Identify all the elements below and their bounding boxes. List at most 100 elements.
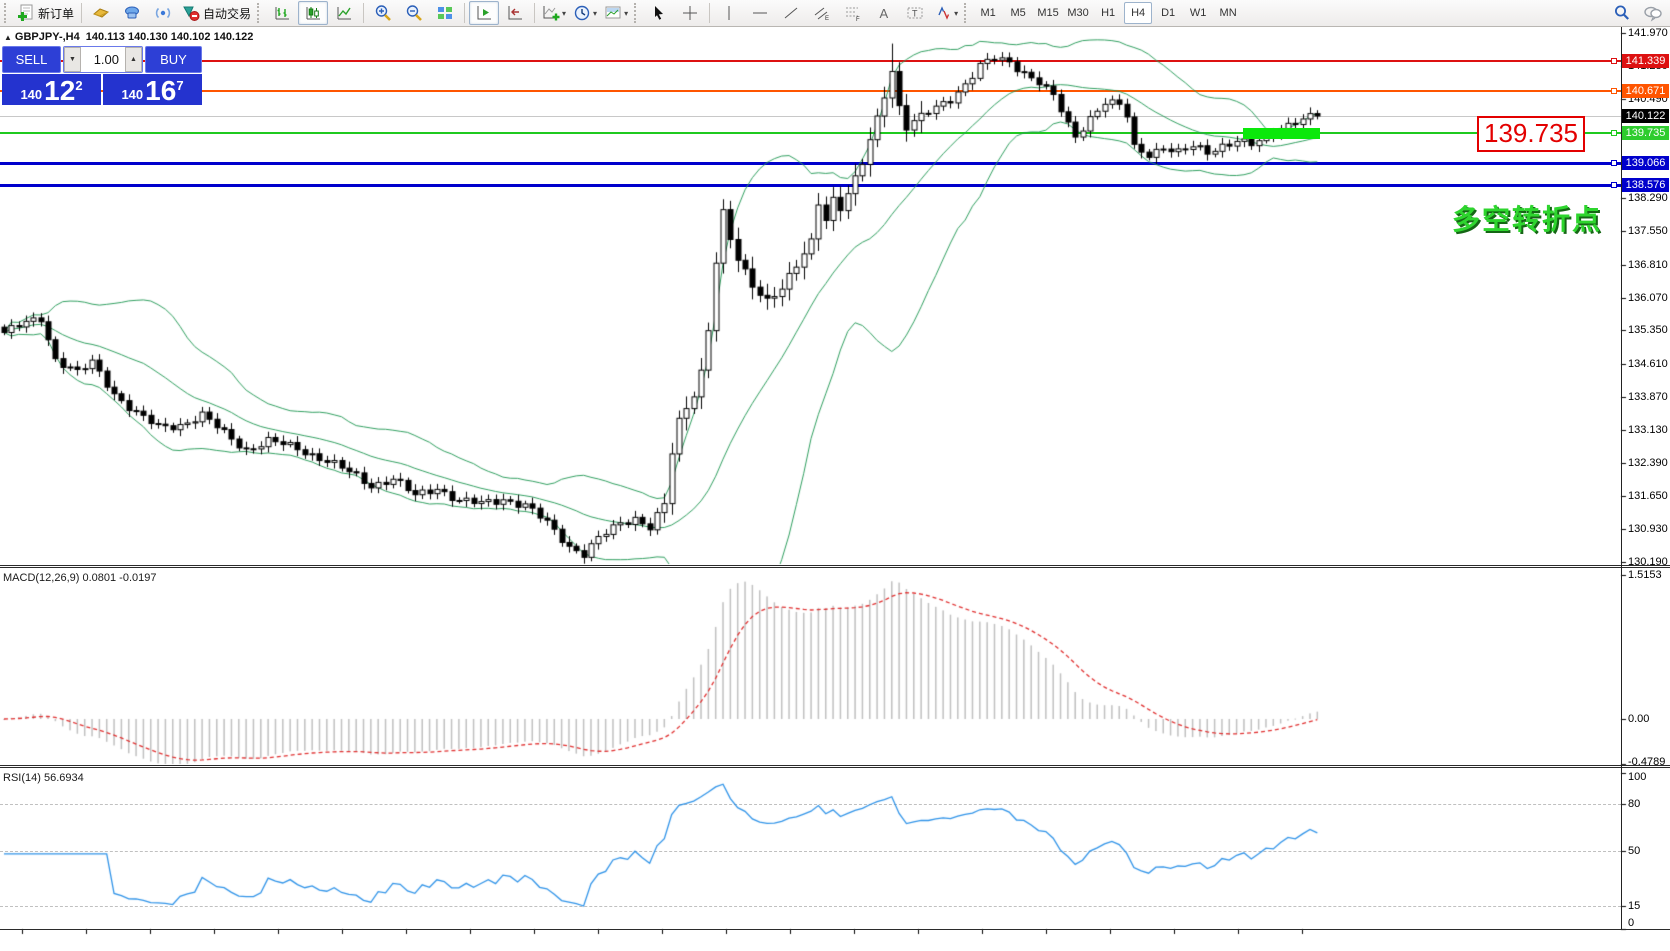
buy-button[interactable]: BUY [145,46,202,73]
candlestick-chart-icon [304,4,322,22]
rsi-tick-label: 80 [1628,797,1641,810]
rsi-tick-label: 50 [1628,844,1641,857]
timeframe-bar: M1 M5 M15 M30 H1 H4 D1 W1 MN [974,2,1242,24]
equidistant-channel-icon: E [813,4,831,22]
zoom-in-icon [374,4,392,22]
signals-button[interactable] [148,1,178,25]
indicators-button[interactable]: ▾ [539,1,569,25]
timeframe-D1[interactable]: D1 [1161,7,1176,19]
toolbar-grip[interactable] [964,3,971,23]
symbol-ohlc-readout: ▲ GBPJPY-,H4 140.113 140.130 140.102 140.1… [4,31,253,43]
search-icon [1613,4,1631,22]
macd-tick-label: 1.5153 [1628,569,1662,582]
auto-scroll-button[interactable] [469,1,500,25]
pane-separator[interactable] [0,929,1670,930]
price-tick-label: 131.650 [1628,490,1668,503]
periods-button[interactable]: ▾ [570,1,600,25]
crosshair-button[interactable] [675,1,705,25]
pane-separator[interactable] [0,567,1670,568]
timeframe-H4[interactable]: H4 [1124,2,1153,24]
volume-up-button[interactable]: ▲ [125,47,142,72]
bar-chart-icon [273,4,291,22]
timeframe-W1[interactable]: W1 [1189,7,1207,19]
buy-price-sup: 7 [176,78,184,93]
fibonacci-icon: F [844,4,862,22]
toolbar-grip[interactable] [257,3,264,23]
arrows-button[interactable]: ▾ [931,1,961,25]
price-tick-label: 136.070 [1628,291,1668,304]
symbol-name: GBPJPY-,H4 [14,31,80,43]
horizontal-line-icon [751,4,769,22]
chat-icon [1643,4,1663,22]
chart-shift-button[interactable] [500,1,530,25]
price-tag-139.735: 139.735 [1622,126,1669,141]
price-tag-141.339: 141.339 [1622,54,1669,69]
fibonacci-button[interactable]: F [838,1,868,25]
pane-separator[interactable] [0,765,1670,766]
chat-button[interactable] [1638,1,1668,25]
sell-price-display[interactable]: 140 12 2 [2,74,101,105]
toolbar-grip[interactable] [4,3,11,23]
sell-button[interactable]: SELL [2,46,61,73]
new-order-button[interactable]: 新订单 [14,1,77,25]
timeframe-H1[interactable]: H1 [1101,7,1116,19]
cursor-button[interactable] [644,1,674,25]
highlight-zone[interactable] [1243,127,1320,139]
price-tag-138.576: 138.576 [1622,178,1669,193]
timeframe-M15[interactable]: M15 [1037,7,1059,19]
auto-scroll-icon [475,4,493,22]
auto-trading-icon [182,4,200,22]
text-button[interactable]: A [869,1,899,25]
buy-price-display[interactable]: 140 16 7 [103,74,202,105]
svg-text:F: F [856,17,860,22]
new-order-label: 新订单 [38,6,75,21]
price-annotation-box[interactable]: 139.735 [1477,116,1585,153]
horizontal-line-button[interactable] [745,1,775,25]
sell-price-big: 12 [44,75,76,106]
chart-shift-icon [506,4,524,22]
separator [464,3,466,23]
rsi-tick-label: 15 [1628,899,1641,912]
candlestick-chart-button[interactable] [298,1,329,25]
market-button[interactable] [86,1,116,25]
toolbar-grip[interactable] [634,3,641,23]
bar-chart-button[interactable] [267,1,297,25]
volume-down-button[interactable]: ▼ [64,47,81,72]
zoom-in-button[interactable] [368,1,398,25]
vertical-line-button[interactable] [714,1,744,25]
equidistant-channel-button[interactable]: E [807,1,837,25]
vps-button[interactable] [117,1,147,25]
templates-button[interactable]: ▾ [601,1,631,25]
trendline-icon [782,4,800,22]
timeframe-MN[interactable]: MN [1219,7,1237,19]
line-chart-button[interactable] [329,1,359,25]
timeframe-M1[interactable]: M1 [980,7,996,19]
rsi-tick-label: 100 [1628,771,1647,783]
price-tick-label: 133.870 [1628,390,1668,403]
price-tick-label: 133.130 [1628,423,1668,436]
auto-trading-button[interactable]: 自动交易 [179,1,254,25]
svg-text:A: A [880,6,889,21]
price-tick-label: 130.190 [1628,556,1668,568]
vps-icon [123,4,141,22]
price-tag-140.671: 140.671 [1622,84,1669,99]
text-label-button[interactable]: T [900,1,930,25]
volume-spinner: ▼ 1.00 ▲ [63,46,143,73]
tile-windows-button[interactable] [430,1,460,25]
trendline-button[interactable] [776,1,806,25]
timeframe-M5[interactable]: M5 [1010,7,1026,19]
search-button[interactable] [1607,1,1637,25]
turning-point-annotation[interactable]: 多空转折点 [1452,204,1603,235]
ohlc-values: 140.113 140.130 140.102 140.122 [85,31,254,43]
volume-input[interactable]: 1.00 [81,47,125,72]
pane-separator[interactable] [0,565,1670,566]
chart-canvas[interactable] [0,27,1670,951]
text-icon: A [875,4,893,22]
timeframe-M30[interactable]: M30 [1067,7,1089,19]
price-tick-label: 130.930 [1628,522,1668,535]
macd-tick-label: -0.4789 [1628,756,1666,768]
zoom-out-button[interactable] [399,1,429,25]
indicators-icon [542,4,560,22]
pane-separator[interactable] [0,767,1670,768]
one-click-trading-panel: SELL ▼ 1.00 ▲ BUY 140 12 2 140 16 7 [2,46,202,105]
